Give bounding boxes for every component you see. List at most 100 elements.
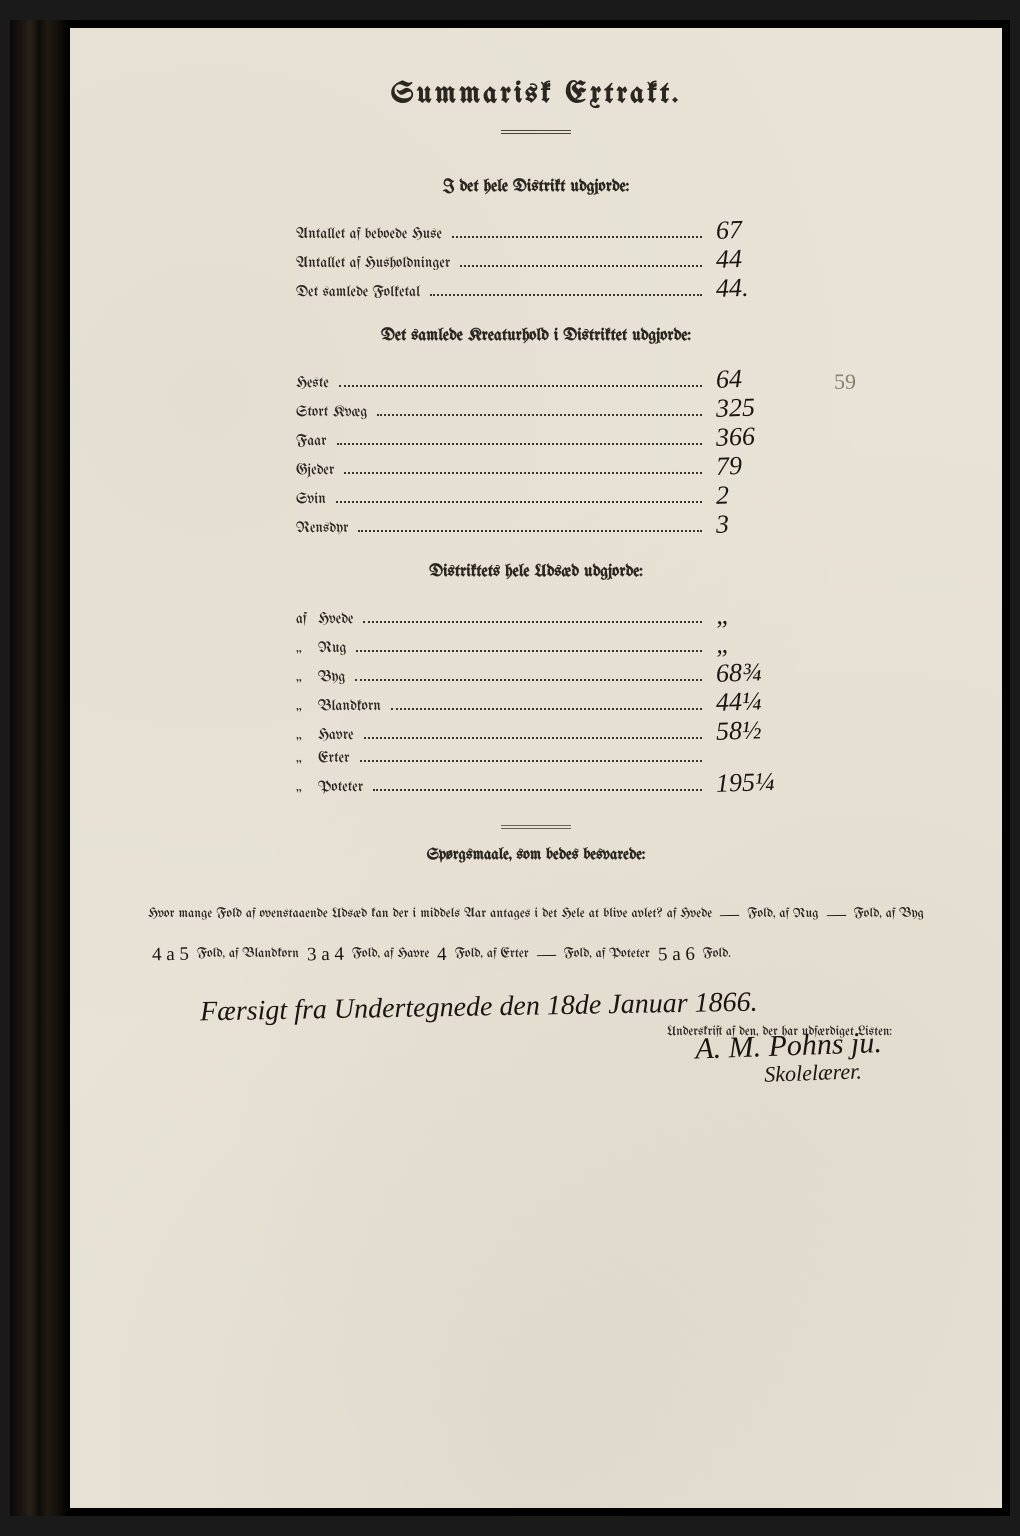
label: Gjeder (296, 462, 340, 478)
row-rye: „ Rug „ (296, 634, 776, 656)
value-hand: 325 (706, 397, 777, 420)
label: Stort Kvæg (296, 404, 373, 420)
leader-dots (460, 257, 702, 268)
label: Hvede (318, 611, 359, 627)
answer-oats: 4 (433, 935, 451, 975)
crop-peas: af Erter (487, 947, 529, 961)
value-hand: 79 (706, 455, 777, 478)
value-hand: 58½ (706, 720, 777, 743)
row-horses: Heste 64 59 (296, 369, 776, 391)
answer-peas: — (532, 935, 560, 975)
label: Rensdyr (296, 520, 354, 536)
value-hand: 2 (706, 484, 777, 507)
section1-heading: I det hele Distrikt udgjorde: (140, 179, 932, 196)
row-households: Antallet af Husholdninger 44 (296, 249, 776, 271)
unit: Fold, (352, 947, 380, 961)
leader-dots (356, 642, 702, 653)
row-population: Det samlede Folketal 44. (296, 278, 776, 300)
section3-rows: af Hvede „ „ Rug „ „ Byg 68¾ „ Blandkorn (296, 605, 776, 795)
label: Blandkorn (318, 698, 387, 714)
value-hand (706, 761, 776, 763)
value-hand: 44¼ (706, 691, 777, 714)
answer-potatoes: 5 a 6 (653, 935, 699, 976)
answer-barley: 4 a 5 (148, 935, 194, 976)
label: Heste (296, 375, 335, 391)
label: Byg (318, 669, 351, 685)
value-hand: 195¼ (706, 772, 777, 795)
row-mixedgrain: „ Blandkorn 44¼ (296, 692, 776, 714)
leader-dots (339, 377, 702, 388)
section2-rows: Heste 64 59 Stort Kvæg 325 Faar 366 Gjed… (296, 369, 776, 536)
row-goats: Gjeder 79 (296, 456, 776, 478)
label: Faar (296, 433, 333, 449)
leader-dots (355, 671, 702, 682)
ditto: „ (296, 750, 318, 766)
row-peas: „ Erter (296, 750, 776, 766)
row-wheat: af Hvede „ (296, 605, 776, 627)
ditto: „ (296, 640, 318, 656)
section1-rows: Antallet af beboede Huse 67 Antallet af … (296, 220, 776, 300)
unit: Fold, (854, 907, 882, 921)
leader-dots (337, 435, 702, 446)
value-hand: 44. (706, 277, 777, 300)
row-reindeer: Rensdyr 3 (296, 514, 776, 536)
label: Antallet af Husholdninger (296, 255, 456, 271)
value-hand: 67 (706, 219, 777, 242)
unit: Fold, (564, 947, 592, 961)
questions-heading: Spørgsmaale, som bedes besvarede: (140, 847, 932, 864)
section2-heading: Det samlede Kreaturhold i Distriktet udg… (140, 328, 932, 345)
ditto: „ (296, 727, 318, 743)
row-cattle: Stort Kvæg 325 (296, 398, 776, 420)
unit: Fold, (455, 947, 483, 961)
unit: Fold, (747, 907, 775, 921)
leader-dots (364, 729, 702, 740)
row-sheep: Faar 366 (296, 427, 776, 449)
prefix: af (296, 611, 318, 627)
ditto: „ (296, 779, 318, 795)
label: Svin (296, 491, 332, 507)
section3-heading: Distriktets hele Udsæd udgjorde: (140, 564, 932, 581)
value-hand: 68¾ (706, 662, 777, 685)
answer-rye: — (822, 895, 850, 935)
leader-dots (430, 286, 702, 297)
row-barley: „ Byg 68¾ (296, 663, 776, 685)
row-swine: Svin 2 (296, 485, 776, 507)
label: Erter (318, 750, 356, 766)
row-oats: „ Havre 58½ (296, 721, 776, 743)
unit: Fold. (703, 947, 731, 961)
margin-annotation: 59 (834, 369, 856, 395)
document-page: Summarisk Extrakt. I det hele Distrikt u… (70, 28, 1002, 1508)
leader-dots (452, 228, 702, 239)
scan-frame: Summarisk Extrakt. I det hele Distrikt u… (10, 20, 1010, 1516)
date-line-handwritten: Færsigt fra Undertegnede den 18de Januar… (200, 983, 932, 1028)
lead-text: Hvor mange Fold af ovenstaaende Udsæd ka… (148, 907, 712, 921)
answer-wheat: — (716, 895, 744, 935)
label: Det samlede Folketal (296, 284, 426, 300)
row-potatoes: „ Poteter 195¼ (296, 773, 776, 795)
questions-prose: Hvor mange Fold af ovenstaaende Udsæd ka… (140, 892, 932, 972)
value-hand: 366 (706, 426, 777, 449)
crop-potatoes: af Poteter (596, 947, 650, 961)
label: Antallet af beboede Huse (296, 226, 448, 242)
book-binding (10, 20, 68, 1516)
leader-dots (336, 493, 702, 504)
value-hand: 3 (706, 513, 777, 536)
title-rule (501, 130, 571, 134)
crop-mixedgrain: af Blandkorn (229, 947, 299, 961)
leader-dots (377, 406, 702, 417)
leader-dots (373, 781, 702, 792)
leader-dots (358, 522, 702, 533)
answer-mixedgrain: 3 a 4 (303, 935, 349, 976)
value-hand: „ (706, 633, 777, 656)
crop-oats: af Havre (384, 947, 429, 961)
value-hand: 64 (706, 368, 777, 391)
label: Havre (318, 727, 360, 743)
label: Rug (318, 640, 352, 656)
ditto: „ (296, 698, 318, 714)
leader-dots (391, 700, 702, 711)
label: Poteter (318, 779, 369, 795)
leader-dots (363, 613, 702, 624)
page-title: Summarisk Extrakt. (140, 78, 932, 110)
crop-barley: af Byg (886, 907, 924, 921)
row-houses: Antallet af beboede Huse 67 (296, 220, 776, 242)
